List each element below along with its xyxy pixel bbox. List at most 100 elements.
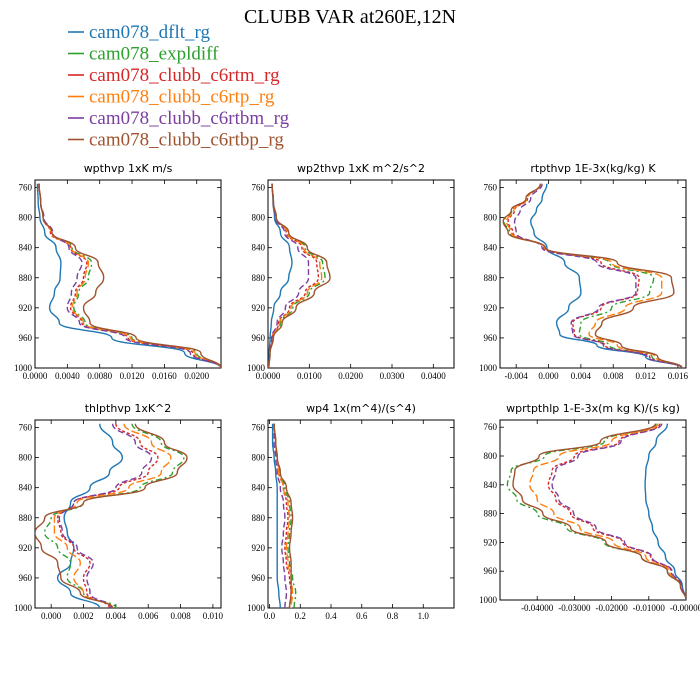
y-tick-label: 760 — [252, 423, 266, 433]
y-tick-label: 800 — [19, 453, 33, 463]
y-tick-label: 840 — [19, 243, 33, 253]
plot-frame — [499, 419, 687, 601]
y-tick-label: 1000 — [479, 595, 498, 605]
y-tick-label: 1000 — [247, 603, 266, 613]
y-tick-label: 1000 — [247, 363, 266, 373]
x-tick-label: 0.004 — [106, 611, 127, 621]
series-group — [502, 183, 683, 368]
series-line-5 — [268, 183, 310, 368]
x-tick-label: 0.006 — [138, 611, 159, 621]
x-tick-label: 0.8 — [387, 611, 399, 621]
series-line-5 — [551, 423, 686, 600]
x-tick-label: 0.0300 — [380, 371, 405, 381]
y-tick-label: 920 — [252, 303, 266, 313]
series-line-1 — [529, 183, 683, 368]
x-tick-label: -0.02000 — [595, 603, 628, 613]
y-tick-label: 960 — [252, 333, 266, 343]
series-line-6 — [268, 183, 331, 368]
y-tick-label: 840 — [252, 483, 266, 493]
legend-label: cam078_expldiff — [89, 44, 219, 65]
legend-item: cam078_dflt_rg — [68, 22, 211, 43]
y-tick-label: 880 — [484, 509, 498, 519]
legend-item: cam078_clubb_c6rtm_rg — [68, 65, 280, 86]
panel: wprtpthlp 1-E-3x(m kg K)/(s kg) 760 800 840… — [479, 402, 700, 613]
panel: wp4 1x(m^4)/(s^4)76080084088092096010000… — [247, 402, 455, 621]
legend-label: cam078_clubb_c6rtbm_rg — [89, 108, 290, 129]
plot-frame — [499, 179, 687, 369]
series-line-6 — [273, 423, 294, 608]
y-tick-label: 840 — [484, 243, 498, 253]
y-tick-label: 880 — [252, 273, 266, 283]
series-group — [506, 423, 686, 600]
panel-title: thlpthvp 1xK^2 — [85, 402, 172, 415]
series-line-2 — [506, 423, 686, 600]
x-tick-label: 1.0 — [418, 611, 430, 621]
series-line-1 — [36, 183, 221, 368]
y-tick-label: 960 — [484, 566, 498, 576]
y-tick-label: 960 — [252, 573, 266, 583]
x-tick-label: -0.00000 — [670, 603, 700, 613]
panel: rtpthvp 1E-3x(kg/kg) K 760 800 840 880 920 960… — [479, 162, 689, 381]
legend-label: cam078_clubb_c6rtm_rg — [89, 65, 280, 86]
panels: wpthvp 1xK m/s76080084088092096010000.00… — [14, 162, 700, 621]
x-tick-label: 0.0160 — [152, 371, 177, 381]
y-tick-label: 760 — [484, 183, 498, 193]
y-tick-label: 800 — [19, 213, 33, 223]
series-line-4 — [505, 183, 683, 368]
y-tick-label: 800 — [252, 213, 266, 223]
series-group — [271, 423, 297, 608]
x-tick-label: 0.4 — [325, 611, 337, 621]
plot-frame — [267, 419, 455, 609]
series-line-5 — [38, 183, 221, 368]
y-tick-label: 960 — [19, 333, 33, 343]
y-tick-label: 920 — [19, 543, 33, 553]
series-line-6 — [502, 183, 683, 368]
x-tick-label: 0.004 — [571, 371, 592, 381]
x-tick-label: 0.002 — [73, 611, 93, 621]
series-line-3 — [38, 183, 221, 368]
series-group — [36, 183, 221, 368]
y-tick-label: 840 — [252, 243, 266, 253]
plot-frame — [267, 179, 455, 369]
y-tick-label: 960 — [19, 573, 33, 583]
x-tick-label: 0.0100 — [297, 371, 322, 381]
series-line-5 — [58, 423, 153, 608]
series-line-1 — [271, 423, 281, 608]
x-tick-label: 0.6 — [356, 611, 368, 621]
x-tick-label: 0.0 — [264, 611, 276, 621]
series-line-5 — [513, 183, 683, 368]
x-tick-label: 0.010 — [203, 611, 224, 621]
y-tick-label: 760 — [19, 423, 33, 433]
series-line-4 — [268, 183, 323, 368]
panel-title: wpthvp 1xK m/s — [84, 162, 173, 175]
y-tick-label: 1000 — [14, 603, 33, 613]
panel-title: rtpthvp 1E-3x(kg/kg) K — [530, 162, 656, 175]
y-tick-label: 760 — [252, 183, 266, 193]
legend: cam078_dflt_rgcam078_expldiffcam078_club… — [68, 22, 290, 151]
figure-title: CLUBB VAR at260E,12N — [244, 6, 456, 28]
panel-title: wp2thvp 1xK m^2/s^2 — [297, 162, 425, 175]
series-line-3 — [507, 183, 683, 368]
x-tick-label: 0.016 — [668, 371, 689, 381]
x-tick-label: 0.0120 — [120, 371, 145, 381]
panel-title: wprtpthlp 1-E-3x(m kg K)/(s kg) — [506, 402, 680, 415]
y-tick-label: 800 — [484, 213, 498, 223]
series-line-1 — [268, 183, 293, 368]
panel: wp2thvp 1xK m^2/s^2 760 800 840 880 920 960 100… — [247, 162, 455, 381]
plot-frame — [34, 179, 222, 369]
x-tick-label: -0.03000 — [558, 603, 591, 613]
x-tick-label: 0.0000 — [23, 371, 48, 381]
x-tick-label: 0.000 — [41, 611, 62, 621]
panel: thlpthvp 1xK^2 760 800 840 880 920 960 1000 0.00… — [14, 402, 224, 621]
x-tick-label: 0.0200 — [338, 371, 363, 381]
series-line-3 — [273, 423, 292, 608]
series-line-1 — [56, 423, 124, 608]
y-tick-label: 760 — [19, 183, 33, 193]
x-tick-label: -0.01000 — [633, 603, 666, 613]
series-line-5 — [273, 423, 288, 608]
series-line-6 — [38, 183, 221, 368]
y-tick-label: 920 — [252, 543, 266, 553]
y-tick-label: 880 — [252, 513, 266, 523]
y-tick-label: 800 — [484, 451, 498, 461]
x-tick-label: 0.2 — [295, 611, 306, 621]
